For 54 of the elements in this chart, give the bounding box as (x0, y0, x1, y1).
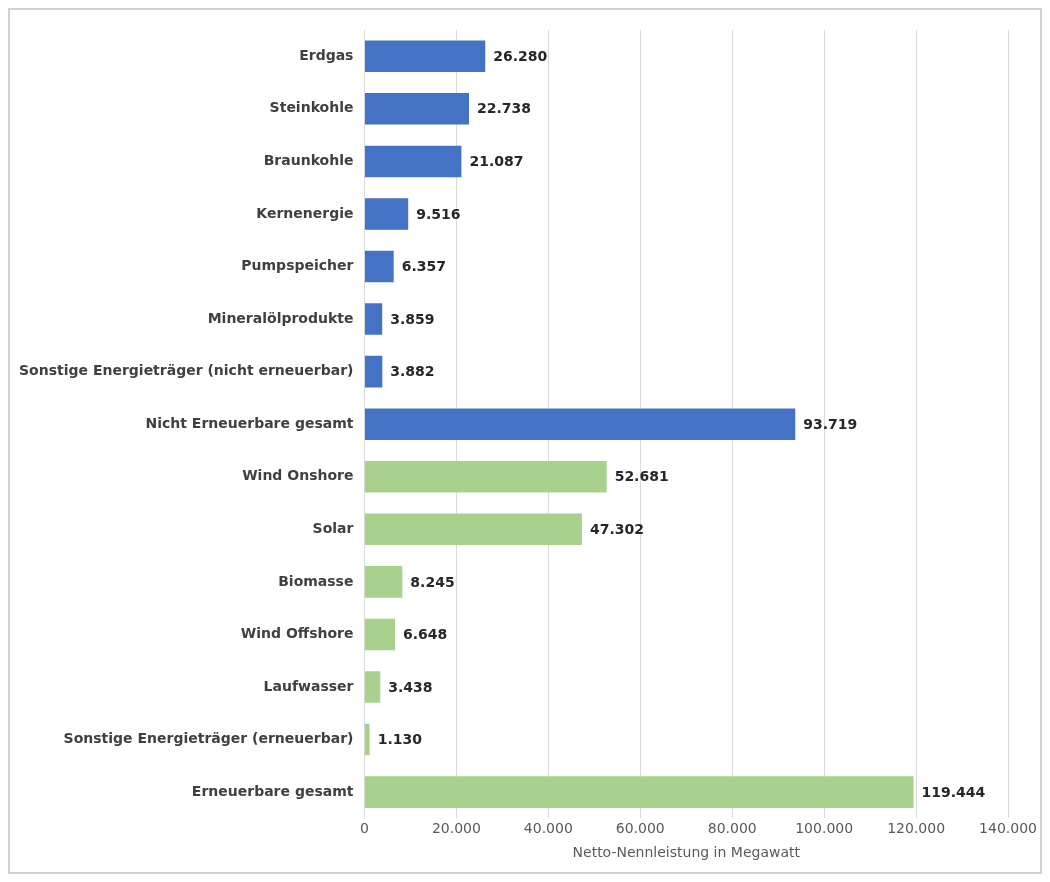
data-label: 93.719 (803, 415, 858, 432)
y-tick-label: Wind Onshore (242, 467, 354, 484)
y-tick-label: Kernenergie (256, 204, 354, 221)
bar (364, 145, 462, 178)
x-tick-label: 0 (360, 820, 369, 837)
data-label: 8.245 (410, 573, 455, 590)
data-label: 22.738 (476, 100, 532, 117)
data-label: 1.130 (377, 731, 423, 748)
data-label: 9.516 (416, 205, 461, 222)
bar (364, 566, 403, 598)
x-tick-label: 140.000 (979, 820, 1038, 837)
bar (364, 355, 383, 388)
y-tick-label: Sonstige Energieträger (erneuerbar) (63, 730, 354, 747)
y-tick-label: Mineralölprodukte (207, 309, 354, 326)
y-tick-label: Steinkohle (269, 99, 354, 116)
bar (364, 40, 486, 73)
bar (364, 250, 394, 283)
data-label: 6.648 (403, 626, 448, 643)
bar (364, 513, 582, 546)
data-label: 21.087 (469, 153, 524, 170)
y-tick-label: Erdgas (299, 46, 354, 63)
data-label: 3.882 (390, 363, 435, 380)
y-tick-label: Erneuerbare gesamt (191, 782, 354, 799)
y-tick-label: Laufwasser (263, 677, 354, 694)
bar (364, 618, 396, 651)
x-tick-label: 20.000 (431, 820, 481, 837)
data-label: 47.302 (589, 520, 644, 537)
y-tick-label: Nicht Erneuerbare gesamt (145, 414, 354, 431)
bar (364, 671, 381, 703)
x-tick-label: 40.000 (523, 820, 573, 837)
bar (364, 198, 409, 230)
data-label: 26.280 (493, 47, 548, 64)
data-label: 52.681 (614, 468, 669, 485)
bar (364, 93, 469, 125)
y-tick-label: Braunkohle (263, 152, 354, 169)
bar (364, 460, 607, 493)
data-label: 3.859 (390, 310, 435, 327)
bar (364, 408, 796, 440)
y-tick-label: Solar (312, 519, 354, 536)
bar (364, 723, 370, 756)
y-tick-label: Biomasse (278, 572, 354, 589)
data-label: 3.438 (388, 678, 433, 695)
data-label: 119.444 (921, 783, 986, 800)
x-tick-label: 80.000 (707, 820, 757, 837)
bar (364, 776, 914, 808)
y-tick-label: Sonstige Energieträger (nicht erneuerbar) (18, 362, 354, 379)
bar (364, 303, 383, 335)
x-tick-label: 100.000 (795, 820, 854, 837)
x-tick-label: 120.000 (887, 820, 946, 837)
data-label: 6.357 (401, 258, 446, 275)
x-axis-title: Netto-Nennleistung in Megawatt (572, 844, 801, 861)
y-tick-label: Pumpspeicher (241, 257, 354, 274)
x-tick-label: 60.000 (615, 820, 665, 837)
y-tick-label: Wind Offshore (240, 625, 354, 642)
